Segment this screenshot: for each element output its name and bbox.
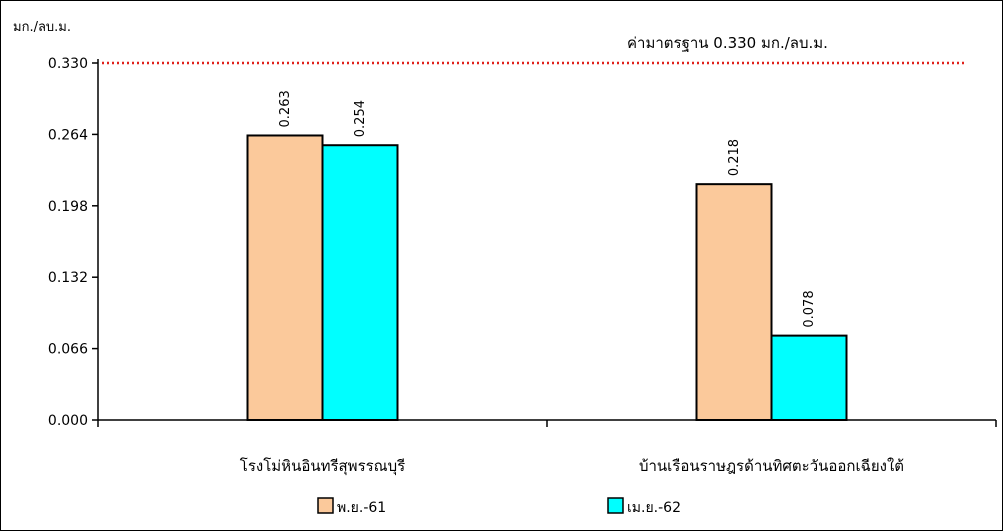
bars-group: 0.263 0.218 0.254 0.078 bbox=[246, 90, 848, 422]
category-labels-group: โรงโม่หินอินทรีสุพรรณบุรี บ้านเรือนราษฎรด… bbox=[240, 457, 904, 476]
data-label-series-1-category-1: 0.263 bbox=[278, 90, 293, 127]
y-axis-unit-label: มก./ลบ.ม. bbox=[13, 20, 71, 35]
y-tick-label-1: 0.066 bbox=[48, 342, 88, 358]
category-label-1: โรงโม่หินอินทรีสุพรรณบุรี bbox=[240, 457, 405, 476]
bar-series-1-category-2 bbox=[695, 183, 773, 421]
legend-swatch-2 bbox=[607, 497, 624, 514]
legend-label-2: เม.ย.-62 bbox=[627, 500, 681, 516]
bar-series-2-category-1 bbox=[321, 144, 399, 422]
data-label-series-2-category-2: 0.078 bbox=[802, 290, 817, 327]
y-tick-label-3: 0.198 bbox=[48, 199, 88, 215]
bar-series-1-category-1 bbox=[246, 134, 324, 421]
bar-series-2-category-2 bbox=[770, 334, 848, 422]
y-tick-label-2: 0.132 bbox=[48, 270, 88, 286]
legend-label-1: พ.ย.-61 bbox=[337, 500, 386, 516]
y-tick-label-4: 0.264 bbox=[48, 127, 88, 143]
data-label-series-1-category-2: 0.218 bbox=[727, 139, 742, 176]
legend: พ.ย.-61 เม.ย.-62 bbox=[317, 497, 681, 516]
y-ticks-group: 0.000 0.066 0.132 0.198 0.264 0.330 bbox=[48, 56, 98, 429]
y-tick-label-0: 0.000 bbox=[48, 413, 88, 429]
y-tick-label-5: 0.330 bbox=[48, 56, 88, 72]
legend-swatch-1 bbox=[317, 497, 334, 514]
axes-group bbox=[97, 59, 997, 427]
data-label-series-2-category-1: 0.254 bbox=[353, 100, 368, 137]
category-label-2: บ้านเรือนราษฎรด้านทิศตะวันออกเฉียงใต้ bbox=[639, 457, 904, 475]
reference-line-label: ค่ามาตรฐาน 0.330 มก./ลบ.ม. bbox=[627, 34, 828, 52]
